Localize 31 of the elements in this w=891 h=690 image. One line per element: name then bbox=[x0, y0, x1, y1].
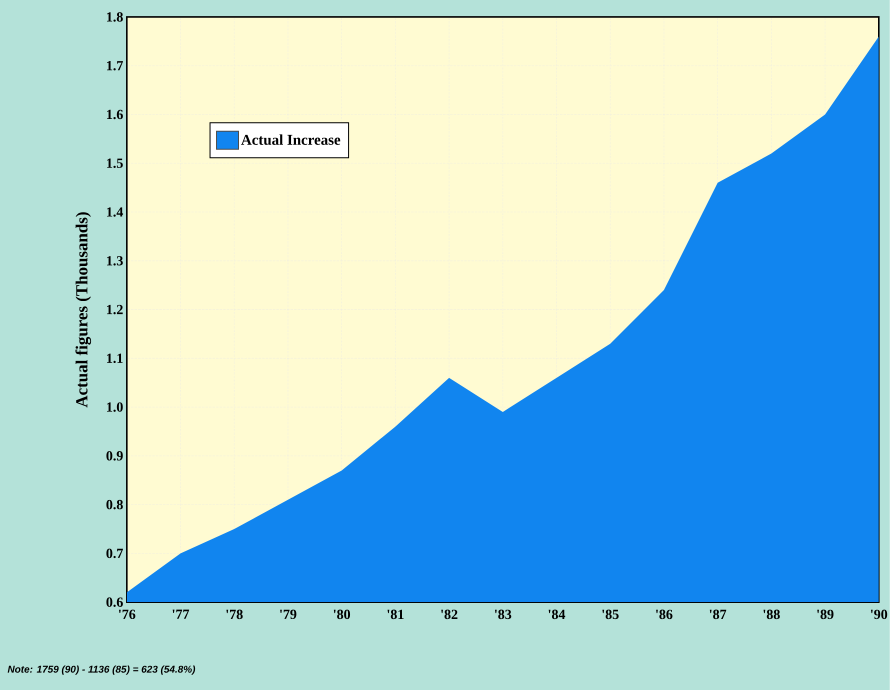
legend-label: Actual Increase bbox=[241, 134, 340, 145]
y-tick-label: 0.9 bbox=[106, 451, 123, 461]
x-tick-label: '90 bbox=[870, 610, 888, 620]
y-tick-label: 1.7 bbox=[107, 61, 123, 70]
x-tick-label: '88 bbox=[764, 610, 780, 620]
x-tick-label: '77 bbox=[172, 610, 190, 619]
x-tick-label: '89 bbox=[817, 610, 834, 620]
y-tick-label: 1.1 bbox=[107, 354, 123, 364]
x-tick-label: '84 bbox=[548, 610, 566, 620]
text: Note: 1759 (90) - 1136 (85) = 623 (54.8%) bbox=[8, 665, 196, 675]
x-tick-label: '82 bbox=[441, 610, 458, 620]
x-tick-label: '78 bbox=[226, 610, 243, 620]
x-tick-label: '87 bbox=[710, 610, 726, 620]
y-tick-label: 1.5 bbox=[107, 158, 123, 168]
x-tick-label: '86 bbox=[656, 610, 672, 620]
y-tick-label: 1.4 bbox=[107, 207, 124, 217]
x-tick-label: '80 bbox=[334, 610, 350, 620]
y-tick-label: 0.7 bbox=[106, 548, 123, 558]
x-tick-label: '85 bbox=[602, 610, 619, 620]
x-tick-label: '81 bbox=[388, 610, 404, 620]
x-tick-label: '76 bbox=[118, 610, 136, 620]
y-tick-label: 1.2 bbox=[107, 304, 123, 314]
y-tick-label: 1.8 bbox=[107, 12, 123, 22]
y-tick-label: 1.6 bbox=[107, 110, 123, 120]
x-tick-label: '83 bbox=[494, 610, 512, 620]
y-tick-label: 0.8 bbox=[106, 500, 123, 510]
y-tick-label: 1.3 bbox=[107, 256, 123, 266]
x-tick-label: '79 bbox=[280, 610, 296, 620]
y-tick-label: 0.6 bbox=[106, 597, 123, 607]
y-axis-title: Actual figures (Thousands) bbox=[75, 212, 92, 408]
y-tick-label: 1.0 bbox=[107, 402, 123, 412]
